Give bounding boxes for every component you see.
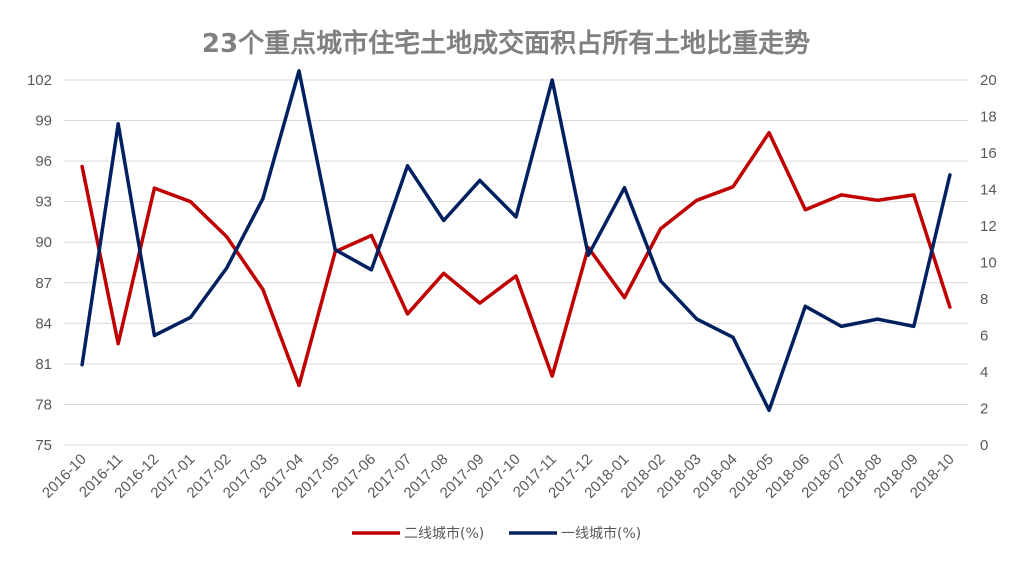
tier2-point (297, 384, 301, 387)
tier1-point (514, 215, 518, 219)
tier1-point (948, 173, 952, 177)
tier2-point (550, 374, 554, 378)
right-tick-label: 4 (980, 364, 988, 381)
left-tick-label: 84 (35, 315, 52, 332)
tier2-point (478, 301, 482, 305)
right-tick-label: 12 (980, 218, 997, 235)
right-tick-label: 6 (980, 328, 988, 345)
legend-label-tier2: 二线城市(%) (404, 525, 484, 542)
tier2-point (261, 288, 265, 291)
tier2-point (514, 274, 518, 278)
left-tick-label: 81 (35, 356, 52, 373)
tier1-point (116, 122, 120, 126)
tier1-point (767, 408, 771, 412)
tier1-point (297, 69, 301, 73)
tier2-point (189, 200, 193, 204)
x-axis-ticks: 2016-102016-112016-122017-012017-022017-… (39, 451, 958, 502)
tier2-point (731, 185, 735, 189)
tier2-point (406, 312, 409, 316)
tier1-point (695, 317, 699, 321)
tier1-point (478, 178, 482, 182)
series-lines (80, 69, 952, 413)
tier1-point (442, 219, 446, 222)
tier1-point (586, 253, 590, 257)
left-tick-label: 96 (35, 153, 52, 170)
left-tick-label: 90 (35, 234, 52, 251)
left-tick-label: 78 (35, 396, 52, 413)
tier2-point (767, 131, 771, 135)
tier2-point (839, 193, 843, 197)
right-tick-label: 8 (980, 291, 988, 308)
left-tick-label: 93 (35, 194, 52, 211)
right-tick-label: 10 (980, 255, 997, 272)
tier2-point (116, 342, 120, 346)
tier2-point (225, 235, 229, 239)
left-tick-label: 102 (27, 72, 52, 89)
tier2-point (80, 165, 84, 168)
tier1-point (152, 334, 156, 337)
right-tick-label: 14 (980, 182, 997, 199)
tier2-point (659, 227, 663, 231)
left-tick-label: 99 (35, 113, 52, 130)
tier1-point (369, 268, 373, 272)
grid-lines (64, 79, 968, 446)
tier1-point (731, 335, 735, 339)
tier2-point (152, 186, 156, 190)
tier1-point (876, 317, 880, 321)
tier1-point (189, 315, 193, 319)
right-tick-label: 2 (980, 401, 988, 418)
tier2-point (912, 193, 916, 197)
chart-title: 23个重点城市住宅土地成交面积占所有土地比重走势 (202, 28, 810, 59)
tier1-point (261, 197, 265, 201)
right-tick-label: 18 (980, 109, 997, 126)
legend-label-tier1: 一线城市(%) (561, 525, 641, 542)
legend: 二线城市(%) 一线城市(%) (352, 525, 641, 542)
tier1-point (839, 324, 843, 328)
tier2-point (369, 234, 373, 237)
tier1-point (803, 304, 807, 308)
left-tick-label: 75 (35, 437, 52, 454)
tier1-point (550, 78, 554, 82)
tier1-point (225, 266, 229, 270)
tier2-point (623, 296, 626, 300)
tier1-point (80, 363, 84, 367)
right-tick-label: 20 (980, 72, 997, 89)
tier1-point (659, 279, 663, 283)
series-line-tier1 (80, 69, 952, 413)
tier1-point (623, 186, 626, 190)
tier2-point (442, 271, 446, 275)
tier2-point (803, 208, 807, 212)
tier1-point (912, 324, 916, 328)
left-tick-label: 87 (35, 275, 52, 292)
tier2-point (876, 198, 880, 202)
left-axis-ticks: 75 78 81 84 87 90 93 96 99 102 (27, 72, 52, 454)
right-tick-label: 0 (980, 437, 988, 454)
tier2-point (695, 198, 699, 202)
tier2-point (948, 305, 952, 309)
right-tick-label: 16 (980, 145, 997, 162)
series-line-tier2 (80, 130, 952, 388)
tier1-point (406, 164, 409, 168)
right-axis-ticks: 0 2 4 6 8 10 12 14 16 18 20 (980, 72, 997, 454)
tier1-point (333, 248, 337, 252)
